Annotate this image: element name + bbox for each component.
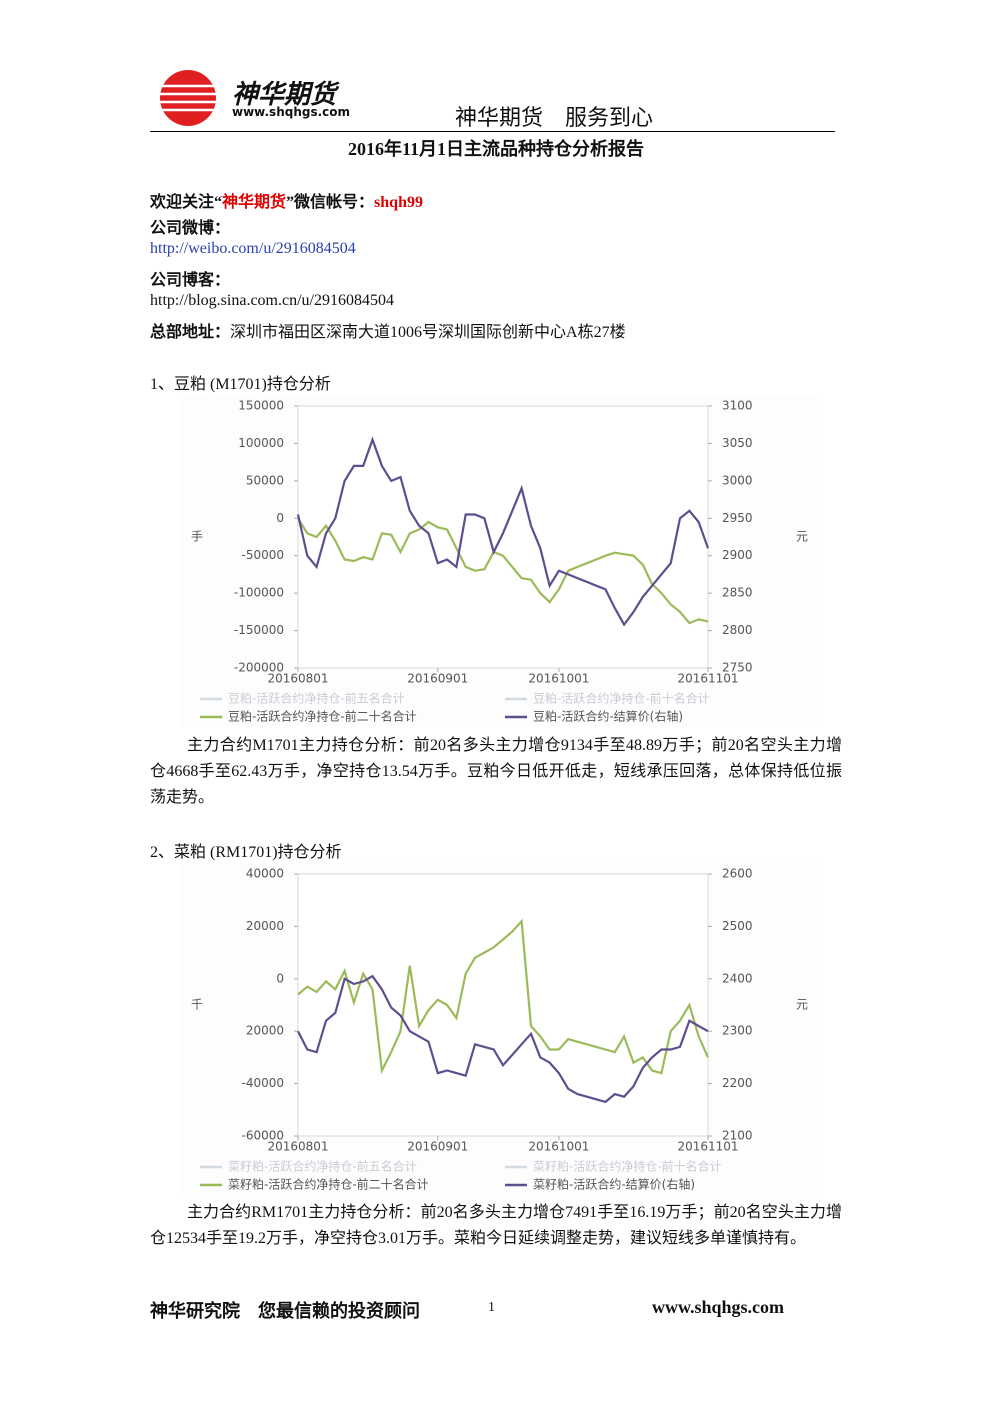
y2-tick-label: 2200	[722, 1076, 753, 1090]
y-axis-label: 手	[191, 530, 203, 544]
x-tick-label: 20161101	[677, 672, 738, 686]
y2-tick-label: 2800	[722, 623, 753, 637]
y-tick-label: 0	[276, 971, 284, 985]
logo-url: www.shqhgs.com	[232, 105, 351, 119]
legend-label: 豆粕-活跃合约净持仓-前五名合计	[228, 691, 405, 706]
y-tick-label: -100000	[234, 586, 284, 600]
footer-url: www.shqhgs.com	[652, 1297, 785, 1317]
y2-tick-label: 2400	[722, 971, 753, 985]
analysis-text: 主力合约RM1701主力持仓分析：前20名多头主力增仓7491手至16.19万手…	[150, 1204, 842, 1247]
weibo-label: 公司微博：	[150, 220, 231, 237]
x-tick-label: 20160901	[407, 1140, 468, 1154]
y-tick-label: 100000	[238, 436, 284, 450]
y2-tick-label: 2900	[722, 548, 753, 562]
section-heading: 1、豆粕 (M1701)持仓分析	[150, 376, 331, 393]
x-tick-label: 20160901	[407, 672, 468, 686]
legend-label: 菜籽粕-活跃合约净持仓-前十名合计	[533, 1159, 722, 1174]
wechat-line: 欢迎关注“神华期货”微信帐号：shqh99	[150, 188, 423, 212]
y-tick-label: -150000	[234, 623, 284, 637]
y2-tick-label: 2850	[722, 586, 753, 600]
chart: -60000 -40000 20000 0 20000 40000 2100 2200 2300…	[180, 863, 818, 1194]
x-tick-label: 20160801	[267, 672, 328, 686]
section-heading: 2、菜粕 (RM1701)持仓分析	[150, 844, 342, 861]
y-tick-label: -50000	[241, 548, 284, 562]
weibo-link[interactable]: http://weibo.com/u/2916084504	[150, 240, 356, 257]
y-tick-label: 20000	[246, 919, 284, 933]
y2-tick-label: 2750	[722, 661, 753, 675]
series-line	[297, 974, 709, 1104]
plot-frame	[297, 405, 709, 669]
wechat-id: shqh99	[374, 194, 423, 211]
x-tick-label: 20161001	[528, 1140, 589, 1154]
y2-axis-label: 元	[796, 998, 808, 1012]
report-title: 2016年11月1日主流品种持仓分析报告	[347, 139, 644, 159]
legend-label: 豆粕-活跃合约净持仓-前二十名合计	[228, 709, 417, 724]
slogan: 神华期货 服务到心	[455, 106, 654, 131]
y2-tick-label: 3100	[722, 399, 753, 413]
y2-tick-label: 2600	[722, 867, 753, 881]
footer-left: 神华研究院 您最信赖的投资顾问	[150, 1301, 420, 1321]
x-tick-label: 20160801	[267, 1140, 328, 1154]
analysis-text: 主力合约M1701主力持仓分析：前20名多头主力增仓9134手至48.89万手；…	[150, 737, 842, 806]
y-tick-label: 150000	[238, 399, 284, 413]
legend-label: 豆粕-活跃合约-结算价(右轴)	[533, 709, 683, 724]
legend-label: 豆粕-活跃合约净持仓-前十名合计	[533, 691, 710, 706]
y-tick-label: 40000	[246, 867, 284, 881]
text: ”微信帐号：	[286, 194, 375, 211]
y-tick-label: 20000	[246, 1024, 284, 1038]
y2-tick-label: 2950	[722, 511, 753, 525]
page-number: 1	[488, 1300, 495, 1315]
y-tick-label: 0	[276, 511, 284, 525]
plot-frame	[297, 873, 709, 1137]
y2-tick-label: 2300	[722, 1024, 753, 1038]
y2-tick-label: 2500	[722, 919, 753, 933]
logo-mark	[158, 70, 218, 126]
blog-label: 公司博客：	[150, 272, 231, 289]
legend-label: 菜籽粕-活跃合约-结算价(右轴)	[533, 1177, 695, 1192]
y-tick-label: 50000	[246, 473, 284, 487]
x-tick-label: 20161001	[528, 672, 589, 686]
logo-name: 神华期货	[232, 80, 337, 110]
address-label: 总部地址：	[150, 324, 231, 341]
brand: 神华期货	[222, 194, 287, 211]
address-line: 总部地址：深圳市福田区深南大道1006号深圳国际创新中心A栋27楼	[150, 318, 626, 342]
y2-axis-label: 元	[796, 530, 808, 544]
series-line	[297, 517, 709, 625]
legend-label: 菜籽粕-活跃合约净持仓-前二十名合计	[228, 1177, 429, 1192]
x-tick-label: 20161101	[677, 1140, 738, 1154]
y-axis-label: 千	[191, 998, 203, 1012]
chart: -200000 -150000 -100000 -50000 0 50000 100000 1…	[180, 395, 818, 726]
y2-tick-label: 3050	[722, 436, 753, 450]
legend-label: 菜籽粕-活跃合约净持仓-前五名合计	[228, 1159, 417, 1174]
series-line	[296, 436, 710, 627]
y-tick-label: -200000	[234, 661, 284, 675]
header-rule	[150, 131, 835, 132]
y-tick-label: -40000	[241, 1076, 284, 1090]
y2-tick-label: 2100	[722, 1129, 753, 1143]
y2-tick-label: 3000	[722, 473, 753, 487]
text: 欢迎关注“	[150, 194, 223, 211]
y-tick-label: -60000	[241, 1129, 284, 1143]
blog-link[interactable]: http://blog.sina.com.cn/u/2916084504	[150, 292, 394, 309]
address: 深圳市福田区深南大道1006号深圳国际创新中心A栋27楼	[230, 324, 626, 341]
